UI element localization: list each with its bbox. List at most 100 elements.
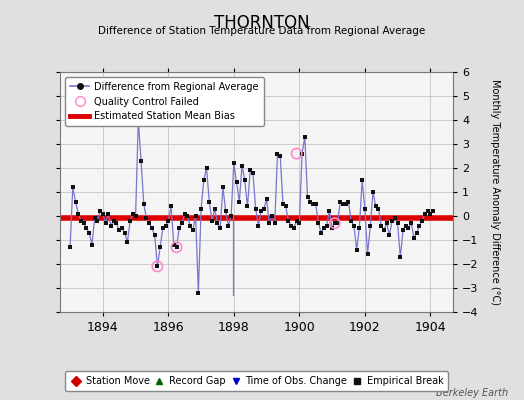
Point xyxy=(320,225,328,231)
Point xyxy=(301,134,309,140)
Point xyxy=(383,220,391,226)
Point xyxy=(91,215,99,222)
Point xyxy=(205,198,213,205)
Point xyxy=(410,234,418,241)
Point xyxy=(230,160,238,166)
Point xyxy=(167,203,175,210)
Point xyxy=(336,198,344,205)
Point xyxy=(292,218,301,224)
Point xyxy=(295,220,303,226)
Point xyxy=(211,206,219,212)
Point xyxy=(303,194,312,200)
Point xyxy=(331,220,339,226)
Point xyxy=(156,244,165,250)
Point xyxy=(279,201,287,207)
Point xyxy=(139,201,148,207)
Point xyxy=(77,218,85,224)
Point xyxy=(290,225,298,231)
Point xyxy=(170,242,178,248)
Point xyxy=(429,208,437,214)
Point xyxy=(126,218,134,224)
Point xyxy=(238,162,246,169)
Point xyxy=(339,201,347,207)
Point xyxy=(104,210,113,217)
Point xyxy=(358,177,366,183)
Point xyxy=(137,158,145,164)
Point xyxy=(260,206,268,212)
Point xyxy=(385,232,394,238)
Point xyxy=(426,210,434,217)
Point xyxy=(418,218,427,224)
Point xyxy=(254,222,263,229)
Point xyxy=(284,218,292,224)
Point xyxy=(213,220,222,226)
Point xyxy=(71,198,80,205)
Point xyxy=(85,230,93,236)
Point xyxy=(270,220,279,226)
Point xyxy=(145,220,154,226)
Y-axis label: Monthly Temperature Anomaly Difference (°C): Monthly Temperature Anomaly Difference (… xyxy=(490,79,500,305)
Point xyxy=(396,254,405,260)
Point xyxy=(208,218,216,224)
Point xyxy=(391,215,399,222)
Point xyxy=(88,242,96,248)
Point xyxy=(197,206,205,212)
Point xyxy=(353,246,361,253)
Point xyxy=(69,184,77,190)
Point xyxy=(99,210,107,217)
Point xyxy=(366,222,375,229)
Point xyxy=(107,222,115,229)
Point xyxy=(331,220,339,226)
Point xyxy=(372,203,380,210)
Point xyxy=(399,227,407,234)
Point xyxy=(186,222,194,229)
Legend: Difference from Regional Average, Quality Control Failed, Estimated Station Mean: Difference from Regional Average, Qualit… xyxy=(65,77,264,126)
Point xyxy=(265,220,274,226)
Point xyxy=(96,208,104,214)
Point xyxy=(287,222,296,229)
Point xyxy=(252,206,260,212)
Point xyxy=(121,230,129,236)
Point xyxy=(317,230,325,236)
Point xyxy=(292,150,301,157)
Point xyxy=(224,222,233,229)
Point xyxy=(246,167,255,174)
Point xyxy=(150,232,159,238)
Point xyxy=(333,220,342,226)
Point xyxy=(148,225,156,231)
Point xyxy=(161,222,170,229)
Point xyxy=(243,203,252,210)
Point xyxy=(421,210,429,217)
Point xyxy=(347,218,355,224)
Point xyxy=(172,244,181,250)
Point xyxy=(377,222,386,229)
Point xyxy=(322,222,331,229)
Point xyxy=(66,244,74,250)
Point xyxy=(189,227,197,234)
Point xyxy=(222,208,230,214)
Point xyxy=(405,225,413,231)
Point xyxy=(143,215,151,222)
Point xyxy=(175,225,183,231)
Point xyxy=(388,218,396,224)
Point xyxy=(153,263,161,270)
Point xyxy=(74,210,82,217)
Point xyxy=(298,150,306,157)
Point xyxy=(191,213,200,219)
Point xyxy=(314,220,323,226)
Point xyxy=(342,201,350,207)
Point xyxy=(407,220,416,226)
Point xyxy=(274,150,282,157)
Point xyxy=(257,208,265,214)
Point xyxy=(263,196,271,202)
Point xyxy=(344,198,353,205)
Point xyxy=(80,220,88,226)
Point xyxy=(227,213,235,219)
Point xyxy=(380,227,388,234)
Point xyxy=(361,206,369,212)
Point xyxy=(178,220,186,226)
Point xyxy=(328,225,336,231)
Point xyxy=(306,198,314,205)
Point xyxy=(153,263,161,270)
Point xyxy=(276,153,285,159)
